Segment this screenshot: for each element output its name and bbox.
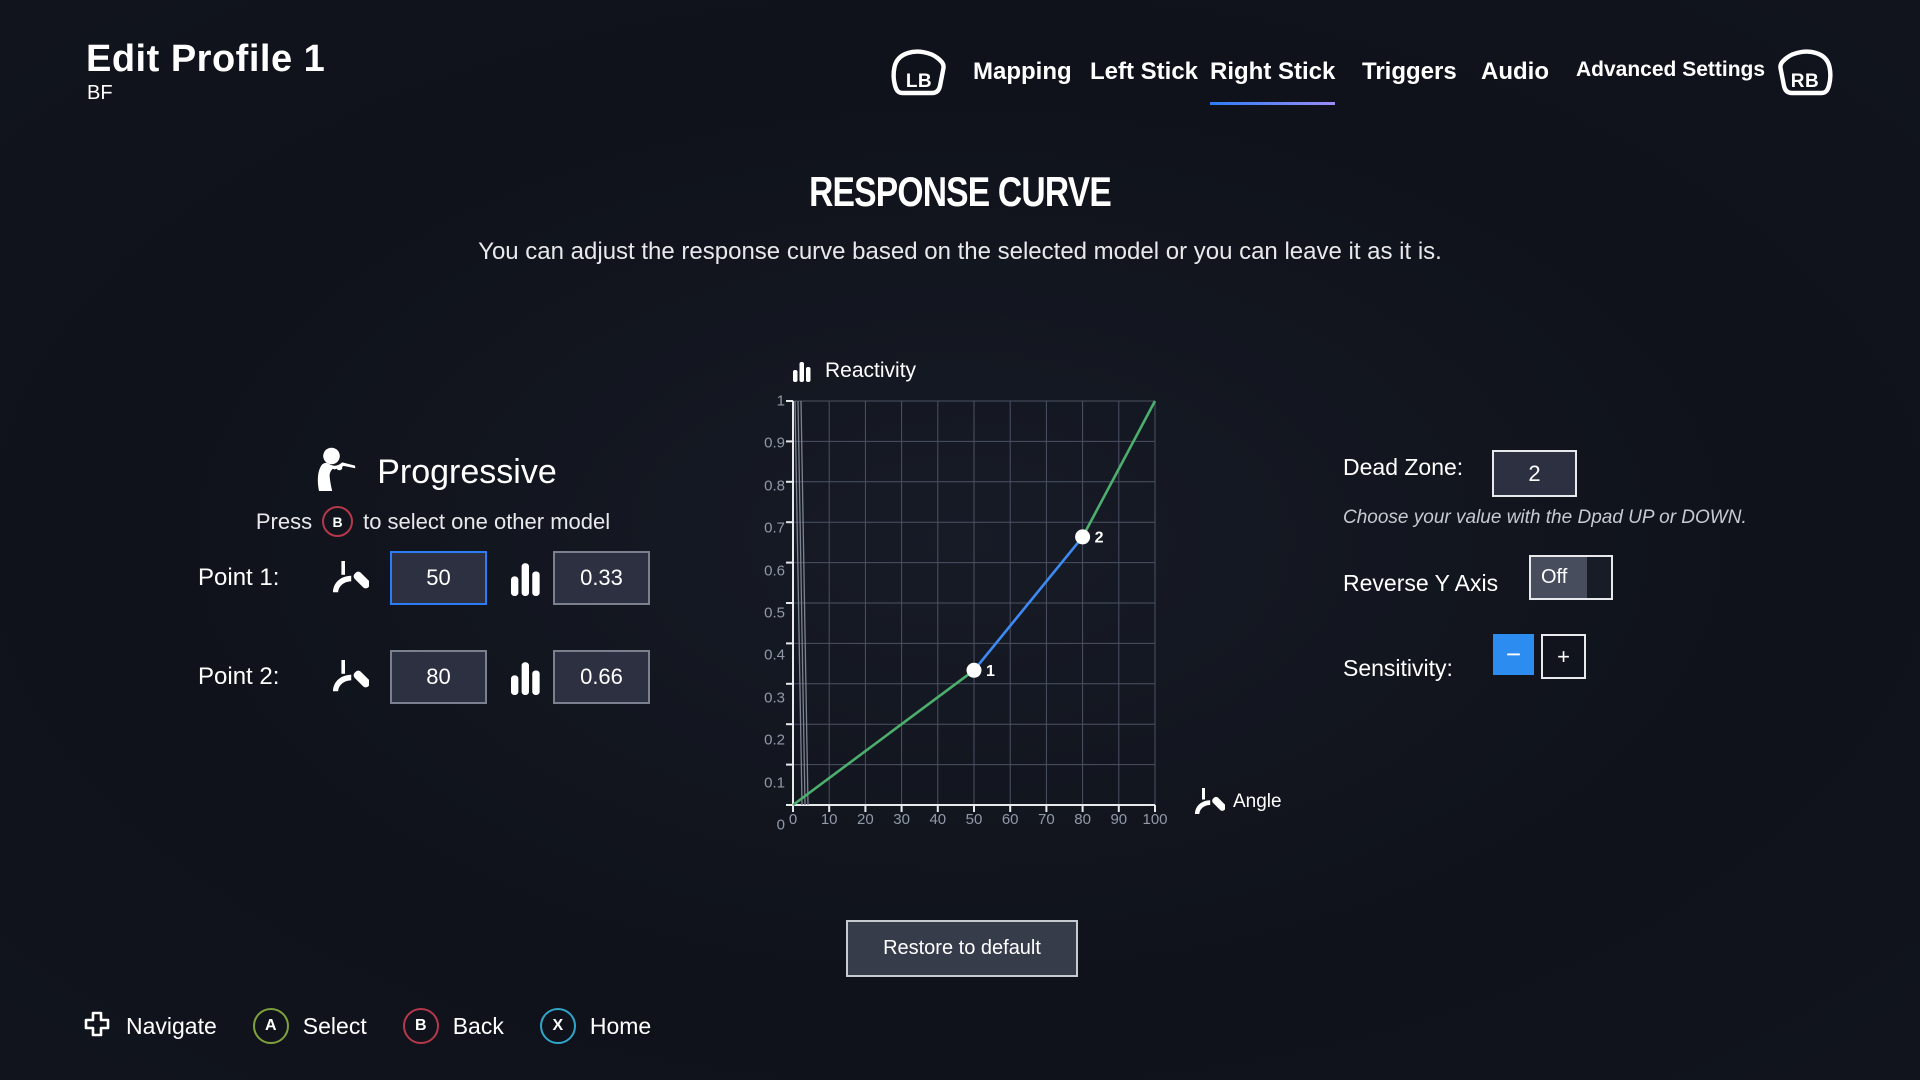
svg-text:1: 1	[986, 663, 995, 680]
svg-text:2: 2	[1095, 530, 1104, 547]
